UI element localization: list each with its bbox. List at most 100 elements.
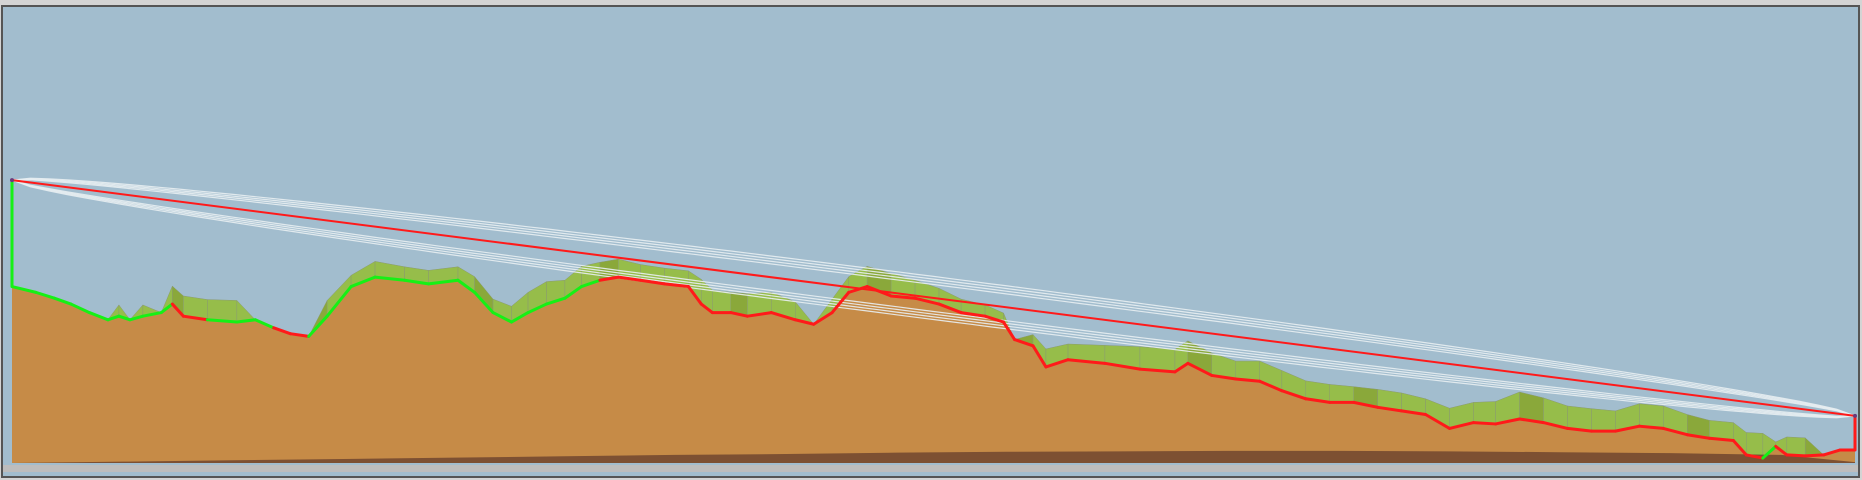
terrain-profile-segment (1234, 377, 1262, 383)
terrain-profile-segment (87, 311, 110, 322)
terrain-profile-segment (1803, 453, 1826, 458)
terrain-profile-segment (1376, 405, 1404, 413)
terrain-profile-segment (1744, 453, 1765, 460)
terrain-profile-segment (307, 314, 329, 338)
subsoil-area (12, 450, 1855, 463)
terrain-profile-segment (288, 332, 311, 338)
terrain-profile-segment (745, 311, 773, 318)
terrain-profile-segment (1637, 424, 1665, 430)
terrain-profile-segment (117, 314, 132, 322)
terrain-profile-segment (526, 302, 548, 315)
terrain-profile-segment (959, 311, 987, 318)
terrain-profile-segment (1822, 448, 1842, 457)
terrain-profile-segment (1761, 444, 1778, 460)
terrain-profile-segment (69, 302, 91, 315)
terrain-profile-segment (1138, 367, 1177, 374)
terrain-area (12, 277, 1855, 463)
terrain-profile-segment (349, 275, 377, 289)
terrain-profile-segment (1002, 320, 1017, 342)
terrain-profile-segment (491, 311, 513, 324)
terrain-profile-segment (1774, 444, 1789, 457)
terrain-profile-segment (699, 302, 714, 315)
terrain-profile-segment (1471, 421, 1498, 426)
fresnel-upper-line (11, 179, 1856, 417)
clutter-segment (1473, 401, 1496, 425)
terrain-profile-segment (1542, 421, 1569, 430)
clutter-segment (1329, 384, 1354, 403)
terrain-profile-segment (509, 311, 530, 324)
terrain-profile-segment (403, 278, 431, 286)
terrain-profile-segment (1031, 344, 1048, 369)
terrain-profile-segment (1304, 397, 1332, 404)
terrain-profile-segment (253, 318, 276, 330)
terrain-profile-segment (793, 318, 816, 326)
terrain-profile-segment (830, 290, 851, 315)
terrain-profile-segment (1280, 389, 1308, 401)
terrain-layer (12, 277, 1855, 463)
bottom-strip (3, 465, 1858, 472)
terrain-profile-segment (686, 285, 703, 306)
terrain-profile-segment (170, 302, 185, 318)
fresnel-lower-line (11, 179, 1856, 418)
terrain-profile-segment (106, 314, 121, 322)
terrain-profile-segment (1103, 361, 1142, 371)
terrain-profile-segment (563, 285, 583, 300)
terrain-profile-segment (812, 311, 834, 326)
terrain-profile-segment (729, 311, 749, 318)
terrain-line-layer (10, 275, 1857, 460)
terrain-profile-segment (427, 278, 460, 286)
terrain-profile-segment (1785, 453, 1807, 458)
terrain-profile-segment (325, 285, 353, 318)
terrain-profile-segment (235, 318, 257, 324)
terrain-profile-segment (616, 275, 642, 282)
terrain-profile-segment (34, 290, 56, 300)
link-layer (10, 178, 1857, 450)
terrain-profile-segment (544, 296, 567, 306)
terrain-profile-segment (181, 314, 209, 322)
fresnel-upper-line (11, 178, 1856, 417)
terrain-profile-segment (937, 302, 963, 315)
fresnel-upper-line (11, 177, 1856, 417)
terrain-profile-segment (1352, 400, 1380, 409)
terrain-profile-segment (1186, 361, 1214, 377)
terrain-profile-segment (1494, 417, 1522, 426)
terrain-profile-segment (272, 326, 292, 336)
fresnel-lower-line (11, 179, 1856, 418)
terrain-profile-segment (1173, 361, 1190, 374)
terrain-profile-segment (983, 314, 1006, 324)
fresnel-upper-line (11, 178, 1856, 417)
terrain-profile-segment (1066, 358, 1107, 365)
terrain-profile-segment (1731, 439, 1748, 457)
terrain-profile-segment (598, 275, 620, 282)
terrain-profile-segment (1400, 409, 1428, 417)
terrain-profile-segment (1044, 358, 1070, 369)
terrain-profile-segment (913, 296, 941, 306)
terrain-profile-segment (1565, 426, 1593, 433)
clutter-segment (1639, 403, 1664, 429)
start-antenna-point (10, 178, 14, 183)
terrain-profile-segment (1013, 338, 1035, 348)
terrain-profile-segment (769, 311, 797, 322)
terrain-profile-segment (1518, 417, 1546, 425)
terrain-profile-segment (1685, 433, 1711, 440)
clutter-segment (1786, 436, 1806, 457)
fresnel-lower-line (11, 179, 1856, 417)
terrain-profile-segment (1661, 426, 1689, 437)
terrain-profile-segment (1613, 424, 1641, 433)
terrain-profile-segment (141, 311, 163, 318)
terrain-profile-segment (662, 282, 690, 289)
terrain-profile-segment (456, 278, 477, 294)
line-of-sight (11, 179, 1856, 417)
terrain-profile-segment (889, 294, 917, 300)
terrain-profile-segment (638, 278, 666, 286)
terrain-profile-segment (1210, 373, 1238, 381)
terrain-profile-segment (159, 302, 174, 315)
terrain-profile-segment (1707, 436, 1735, 443)
clutter-segment (1591, 408, 1616, 432)
fresnel-lower-line (11, 179, 1856, 419)
fresnel-zone-layer (11, 177, 1856, 419)
terrain-profile-segment (473, 290, 495, 315)
terrain-profile-segment (579, 278, 602, 289)
